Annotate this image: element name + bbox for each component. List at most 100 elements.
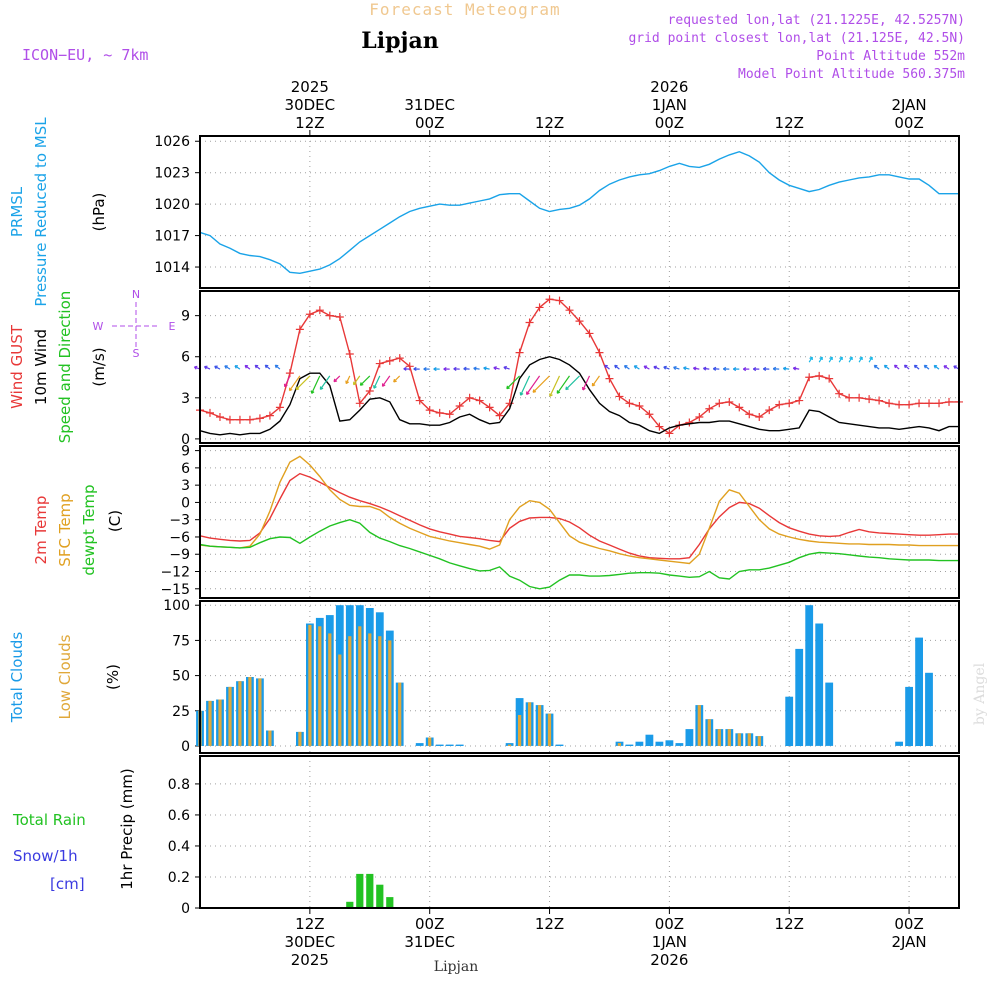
wind-arrow-head (742, 366, 747, 372)
wind-arrow-head (463, 366, 467, 371)
wind-arrow-head (483, 366, 487, 371)
low-cloud-bar (727, 729, 731, 746)
wind-arrow-head (345, 380, 350, 385)
gust-marker (905, 400, 914, 409)
gust-marker (915, 399, 924, 408)
panel-frames (199, 130, 960, 914)
gust-marker (815, 371, 824, 380)
total-cloud-bar (805, 605, 814, 746)
top-time-label: 31DEC (404, 96, 455, 114)
wind-arrow-head (353, 381, 357, 386)
temperature-ytick-label: −6 (169, 530, 190, 546)
bottom-time-label: 2JAN (891, 933, 926, 951)
wind-arrow-head (565, 386, 569, 391)
wind-arrow-head (873, 364, 878, 369)
total-cloud-bar (785, 696, 794, 746)
low-cloud-bar (398, 682, 402, 746)
wind-arrow-head (393, 378, 397, 383)
wind-arrow-head (913, 364, 918, 369)
gust-marker (865, 395, 874, 404)
precip-panel: 0 0.2 0.4 0.6 0.8 (168, 756, 959, 917)
clouds-unit: (%) (104, 664, 122, 690)
total-cloud-bar (645, 734, 654, 746)
wind-arrow-head (849, 356, 853, 361)
model-point-altitude: Model Point Altitude 560.375m (738, 67, 965, 82)
total-cloud-bar (815, 623, 824, 746)
bottom-time-label: 30DEC (285, 933, 336, 951)
total-cloud-bar (895, 741, 903, 746)
low-cloud-bar (717, 729, 721, 746)
gust-marker (615, 392, 624, 401)
low-cloud-bar (298, 731, 302, 746)
wind-label-10m: 10m Wind (32, 329, 50, 405)
top-time-label: 2026 (650, 78, 688, 96)
wind-panel: 0 3 6 9 N S W E (93, 288, 963, 448)
gust-marker (325, 311, 334, 320)
gust-marker (545, 295, 554, 304)
low-cloud-bar (308, 624, 312, 746)
wind-arrow-head (274, 364, 279, 369)
gust-marker (255, 414, 264, 423)
low-cloud-bar (428, 737, 432, 746)
wind-direction-arrow (549, 375, 561, 397)
wind-direction-arrow (526, 375, 541, 395)
wind-arrow-head (433, 366, 437, 372)
clouds-ytick-label: 100 (163, 598, 190, 614)
wind-arrow-head (503, 365, 507, 370)
gust-marker (665, 429, 674, 438)
gust-marker (425, 406, 434, 415)
clouds-ytick-label: 50 (172, 669, 190, 685)
gust-marker (825, 374, 834, 383)
wind-arrow-head (859, 356, 863, 361)
gust-marker (495, 411, 504, 420)
wind-compass: N S W E (93, 288, 176, 360)
wind-arrow-head (295, 386, 300, 391)
total-cloud-bar (555, 744, 564, 746)
bottom-time-label: 00Z (655, 915, 684, 933)
wind-direction-arrow (295, 375, 311, 391)
wind-arrow-head (244, 364, 249, 369)
wind-ytick-label: 9 (181, 309, 190, 325)
low-cloud-bar (697, 705, 701, 746)
total-cloud-bar (655, 741, 664, 746)
gust-marker (295, 325, 304, 334)
wind-arrow-head (782, 366, 787, 371)
gust-marker (395, 354, 404, 363)
temperature-ytick-label: −3 (169, 513, 190, 529)
wind-arrow-head (319, 386, 324, 390)
gust-marker (695, 412, 704, 421)
low-cloud-bar (538, 705, 542, 746)
gust-marker (655, 422, 664, 431)
low-cloud-bar (737, 733, 741, 746)
gust-marker (715, 399, 724, 408)
wind-arrow-head (633, 365, 638, 369)
gust-marker (525, 318, 534, 327)
wind-arrow-head (673, 366, 677, 370)
gust-marker (645, 410, 654, 419)
top-time-label: 2025 (291, 78, 329, 96)
gust-marker (595, 348, 604, 357)
product-title: Forecast Meteogram (369, 0, 560, 19)
wind-arrow-head (683, 366, 687, 371)
clouds-label-low: Low Clouds (56, 634, 74, 719)
wind-arrow-head (310, 390, 315, 394)
bottom-time-label: 12Z (775, 915, 804, 933)
top-time-label: 00Z (894, 114, 923, 132)
wind-direction-arrow (333, 375, 341, 383)
gust-marker (585, 329, 594, 338)
wind-direction-arrow (382, 375, 391, 387)
wind-arrow-head (234, 365, 239, 369)
wind-arrow-head (953, 365, 957, 369)
gust-marker (855, 393, 864, 402)
gust-marker (445, 410, 454, 419)
temperature-ytick-label: 0 (181, 495, 190, 511)
wind-ytick-label: 6 (181, 350, 190, 366)
wind-arrow-head (403, 366, 407, 371)
low-cloud-bar (547, 713, 552, 746)
low-cloud-bar (747, 733, 751, 746)
gridpoint-coords: grid point closest lon,lat (21.125E, 42.… (628, 31, 965, 46)
gust-marker (805, 373, 814, 382)
top-time-label: 12Z (775, 114, 804, 132)
wind-arrow-head (883, 364, 888, 369)
wind-direction-arrow (289, 375, 301, 392)
